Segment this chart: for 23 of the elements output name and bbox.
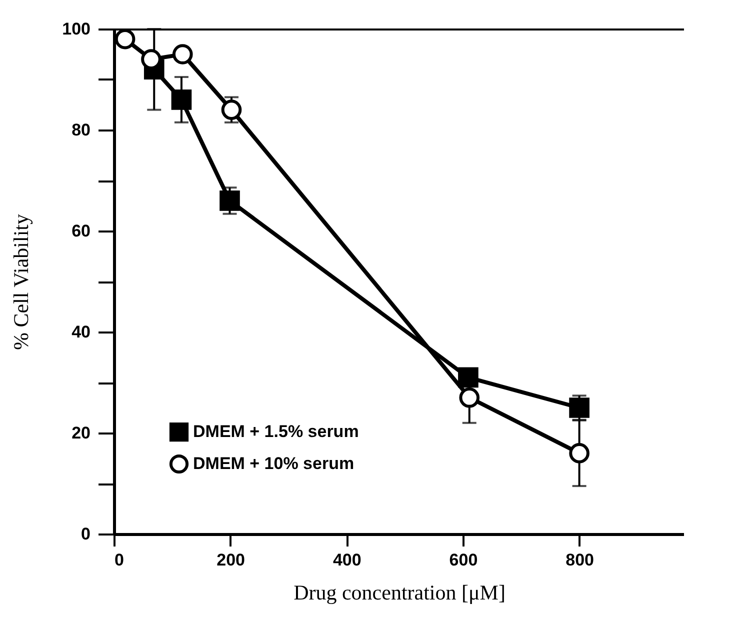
- y-tick-label: 0: [81, 524, 90, 544]
- legend-label: DMEM + 10% serum: [193, 454, 354, 473]
- point: [172, 44, 193, 64]
- y-tick-label: 40: [72, 322, 90, 342]
- x-tick-label: 400: [332, 550, 362, 570]
- point: [114, 28, 136, 50]
- x-axis-title: Drug concentration [μM]: [294, 580, 506, 604]
- y-tick-label: 60: [72, 222, 90, 240]
- point: [221, 100, 242, 120]
- x-tick-label: 600: [449, 550, 478, 570]
- x-tick-label: 0: [114, 550, 124, 570]
- y-tick-label: 20: [72, 424, 90, 442]
- y-tick-label: 80: [72, 120, 90, 140]
- point: [569, 443, 590, 464]
- legend-label: DMEM + 1.5% serum: [193, 422, 359, 441]
- y-axis-title: % Cell Viability: [9, 214, 34, 350]
- x-tick-label: 800: [566, 550, 594, 570]
- point: [171, 90, 192, 110]
- point: [459, 388, 480, 408]
- point: [458, 367, 478, 388]
- x-tick-label: 200: [216, 550, 246, 570]
- y-tick-label: 100: [62, 20, 90, 38]
- point: [220, 190, 240, 211]
